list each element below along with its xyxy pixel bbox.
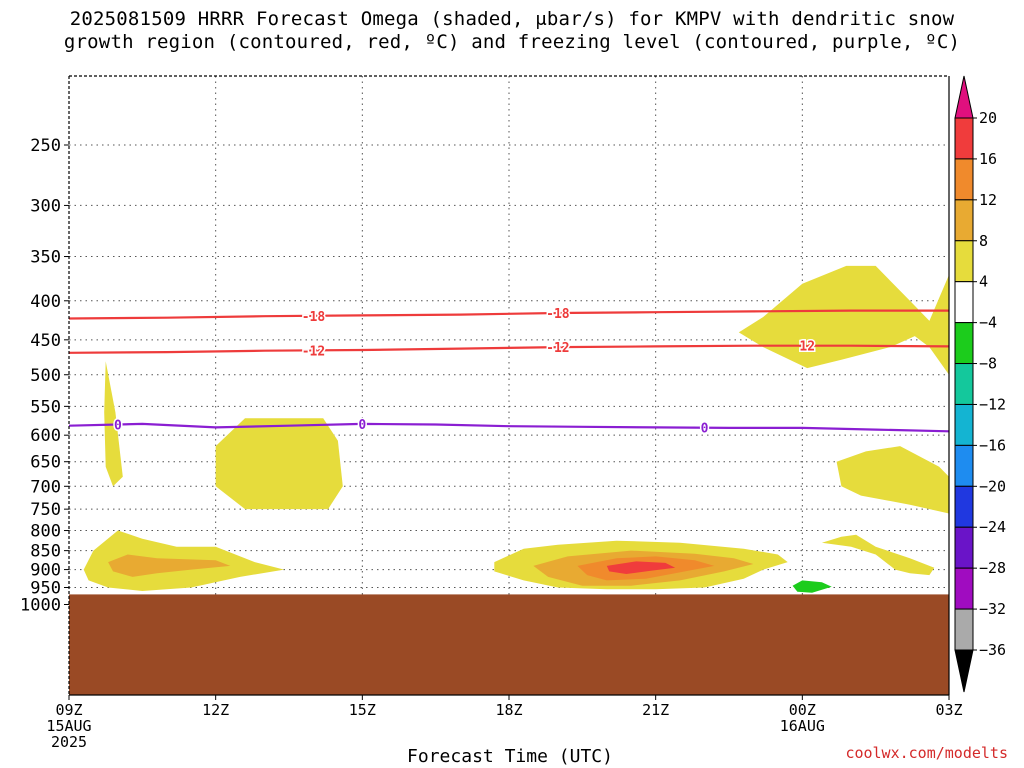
colorbar-band	[954, 322, 974, 365]
y-tick-label-700: 700	[30, 477, 61, 497]
x-tick-label-15Z: 15Z	[349, 701, 376, 719]
colorbar-band	[954, 526, 974, 569]
omega-region-7	[606, 561, 676, 574]
colorbar-label: −32	[979, 600, 1006, 618]
colorbar-label: −28	[979, 559, 1006, 577]
colorbar-band	[954, 199, 974, 242]
y-tick-label-950: 950	[30, 578, 61, 598]
shaded-regions	[83, 265, 949, 593]
colorbar-band	[954, 240, 974, 283]
colorbar-label: 20	[979, 109, 997, 127]
title-line-1: 2025081509 HRRR Forecast Omega (shaded, …	[69, 8, 955, 30]
chart-title: 2025081509 HRRR Forecast Omega (shaded, …	[0, 8, 1024, 54]
y-tick-label-400: 400	[30, 292, 61, 312]
colorbar-band	[954, 485, 974, 528]
colorbar-label: −20	[979, 477, 1006, 495]
x-tick-label-21Z: 21Z	[642, 701, 669, 719]
x-tick-label-18Z: 18Z	[495, 701, 522, 719]
y-ticks: 2503003504004505005506006507007508008509…	[20, 136, 69, 616]
colorbar-bottom-arrow	[954, 649, 974, 693]
contour-label--12: -12	[546, 341, 569, 356]
y-tick-label-350: 350	[30, 248, 61, 268]
omega-region-11	[821, 534, 935, 576]
colorbar-label: 4	[979, 273, 988, 291]
y-tick-label-800: 800	[30, 522, 61, 542]
colorbar-label: 12	[979, 191, 997, 209]
colorbar-label: 8	[979, 232, 988, 250]
contour-line--12	[69, 344, 949, 354]
y-tick-label-300: 300	[30, 196, 61, 216]
colorbar-band	[954, 444, 974, 487]
colorbar-label: −24	[979, 518, 1006, 536]
y-tick-label-1000: 1000	[20, 596, 61, 616]
x-tick-label-03Z: 03Z	[935, 701, 962, 719]
x-tick-label-09Z: 09Z	[55, 701, 82, 719]
contour-label--12: -12	[302, 344, 325, 359]
colorbar-label: −36	[979, 641, 1006, 659]
contour-label--12: 12	[799, 340, 815, 355]
colorbar-band	[954, 117, 974, 160]
x-tick-sublabel-09Z: 15AUG	[46, 717, 91, 735]
x-tick-label-12Z: 12Z	[202, 701, 229, 719]
colorbar-label: 16	[979, 150, 997, 168]
colorbar-band	[954, 403, 974, 446]
omega-region-10	[836, 446, 949, 514]
y-tick-label-600: 600	[30, 426, 61, 446]
omega-region-8	[792, 580, 832, 593]
y-tick-label-450: 450	[30, 331, 61, 351]
site-credit: coolwx.com/modelts	[845, 744, 1008, 762]
colorbar-band	[954, 608, 974, 651]
colorbar-label: −4	[979, 314, 997, 332]
contour-line-0	[69, 422, 949, 433]
colorbar-top-arrow	[954, 75, 974, 119]
title-line-2: growth region (contoured, red, ºC) and f…	[63, 31, 961, 53]
contour-line--18	[69, 309, 949, 320]
x-tick-label-00Z: 00Z	[789, 701, 816, 719]
colorbar-band	[954, 567, 974, 610]
omega-region-1	[215, 418, 343, 510]
omega-region-9	[738, 265, 949, 375]
colorbar-band	[954, 363, 974, 405]
y-tick-label-900: 900	[30, 561, 61, 581]
contour-label-0: 0	[701, 422, 709, 437]
contour-label-0: 0	[114, 419, 122, 434]
contour-label-0: 0	[358, 418, 366, 433]
colorbar-band	[954, 158, 974, 201]
colorbar-label: −16	[979, 436, 1006, 454]
contour-label--18: -18	[546, 307, 570, 322]
colorbar-label: −12	[979, 395, 1006, 413]
x-axis-title: Forecast Time (UTC)	[407, 746, 613, 767]
colorbar-label: −8	[979, 355, 997, 373]
y-tick-label-550: 550	[30, 397, 61, 417]
y-tick-label-750: 750	[30, 500, 61, 520]
colorbar-band	[954, 281, 974, 324]
y-tick-label-500: 500	[30, 366, 61, 386]
y-tick-label-850: 850	[30, 542, 61, 562]
y-tick-label-650: 650	[30, 453, 61, 473]
x-tick-sublabel-09Z: 2025	[51, 733, 87, 751]
y-tick-label-250: 250	[30, 136, 61, 156]
ground-rect	[69, 594, 949, 695]
ground-layer	[69, 594, 949, 695]
x-tick-sublabel-00Z: 16AUG	[780, 717, 825, 735]
contour-label--18: -18	[302, 310, 326, 325]
omega-region-3	[108, 554, 231, 577]
colorbar: 20 16 12 8 4 −4 −8 −12 −16 −20 −24 −28 −32 −36	[954, 75, 1006, 693]
contour-lines: -18 -18 -12 -12 12 0 0 0	[69, 305, 949, 438]
